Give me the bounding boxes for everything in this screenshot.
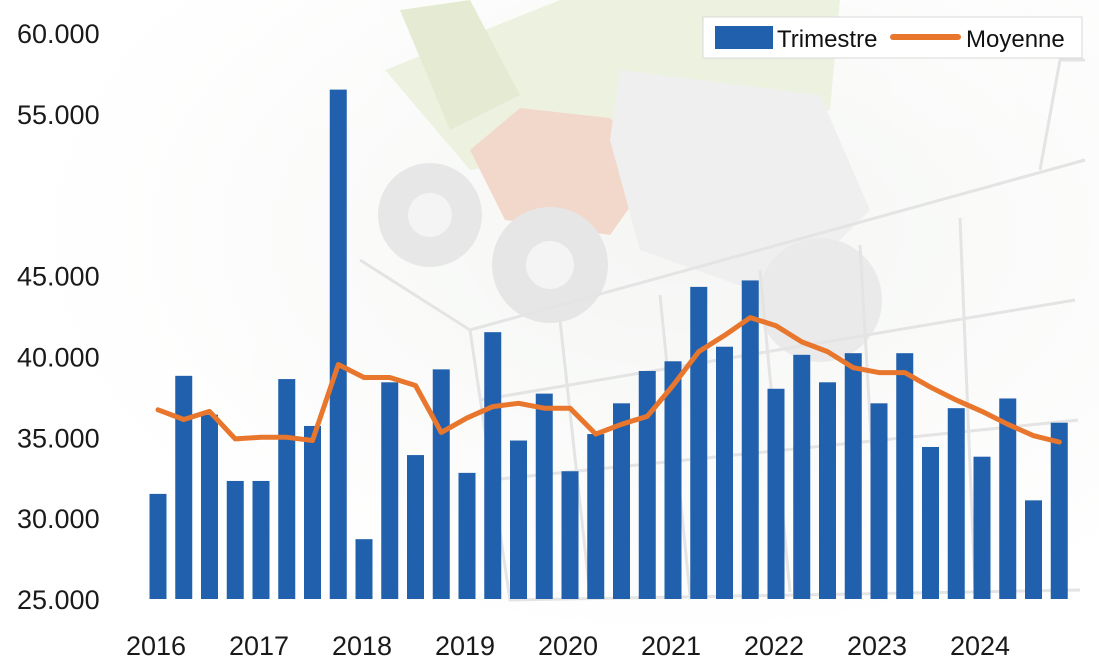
legend-label-trimestre: Trimestre [777,26,877,53]
y-axis-ticks: 25.000 30.000 35.000 40.000 45.000 55.000 60.0… [17,19,100,615]
bar-trimestre [175,375,193,599]
x-tick-label: 2018 [332,631,392,661]
line-moyenne [155,315,1062,445]
legend: Trimestre Moyenne [702,16,1083,59]
bar-trimestre [767,388,785,599]
bar-trimestre [535,393,553,599]
bar-trimestre [741,280,759,599]
bar-trimestre [355,539,373,599]
bar-trimestre [304,425,321,599]
bar-trimestre [613,403,630,599]
x-tick-label: 2023 [847,631,907,661]
y-tick-label: 40.000 [17,342,100,372]
bar-trimestre [149,493,167,599]
bar-trimestre [432,369,450,599]
bar-trimestre [793,354,811,599]
y-tick-label: 55.000 [17,100,100,130]
y-tick-label: 35.000 [17,423,100,453]
bar-trimestre [226,480,244,599]
bar-trimestre [252,480,270,599]
x-tick-label: 2020 [538,631,598,661]
bar-trimestre [329,89,347,599]
legend-swatch-trimestre [715,26,773,49]
series-line [155,315,1062,445]
x-axis-ticks: 2016 2017 2018 2019 2020 2021 2022 2023 2024 [126,631,1010,661]
x-tick-label: 2021 [641,631,701,661]
bar-trimestre [844,353,862,599]
bar-trimestre [458,472,476,599]
bar-trimestre [407,455,424,599]
bar-trimestre [638,370,656,599]
bar-trimestre [896,353,914,599]
bar-trimestre [510,440,527,599]
legend-label-moyenne: Moyenne [966,26,1065,53]
bar-trimestre [201,414,218,599]
series-bars [149,89,1068,599]
y-tick-label: 60.000 [17,19,100,49]
bar-trimestre [1025,500,1042,599]
bar-trimestre [664,361,682,599]
bar-trimestre [999,398,1017,599]
y-tick-label: 30.000 [17,504,100,534]
bar-trimestre [381,382,399,599]
bar-trimestre [690,286,708,599]
bar-trimestre [1050,422,1068,599]
bar-trimestre [947,408,965,599]
bar-trimestre [716,346,733,599]
bar-trimestre [870,403,888,599]
x-tick-label: 2024 [950,631,1010,661]
bar-trimestre [561,471,579,599]
bar-trimestre [922,446,939,599]
x-tick-label: 2022 [744,631,804,661]
x-tick-label: 2016 [126,631,186,661]
bar-trimestre [484,332,502,599]
y-tick-label: 25.000 [17,585,100,615]
x-tick-label: 2019 [435,631,495,661]
x-tick-label: 2017 [229,631,289,661]
bar-trimestre [278,379,296,599]
y-tick-label: 45.000 [17,262,100,292]
bar-trimestre [973,456,991,599]
bar-trimestre [587,434,605,599]
bar-trimestre [819,382,836,599]
